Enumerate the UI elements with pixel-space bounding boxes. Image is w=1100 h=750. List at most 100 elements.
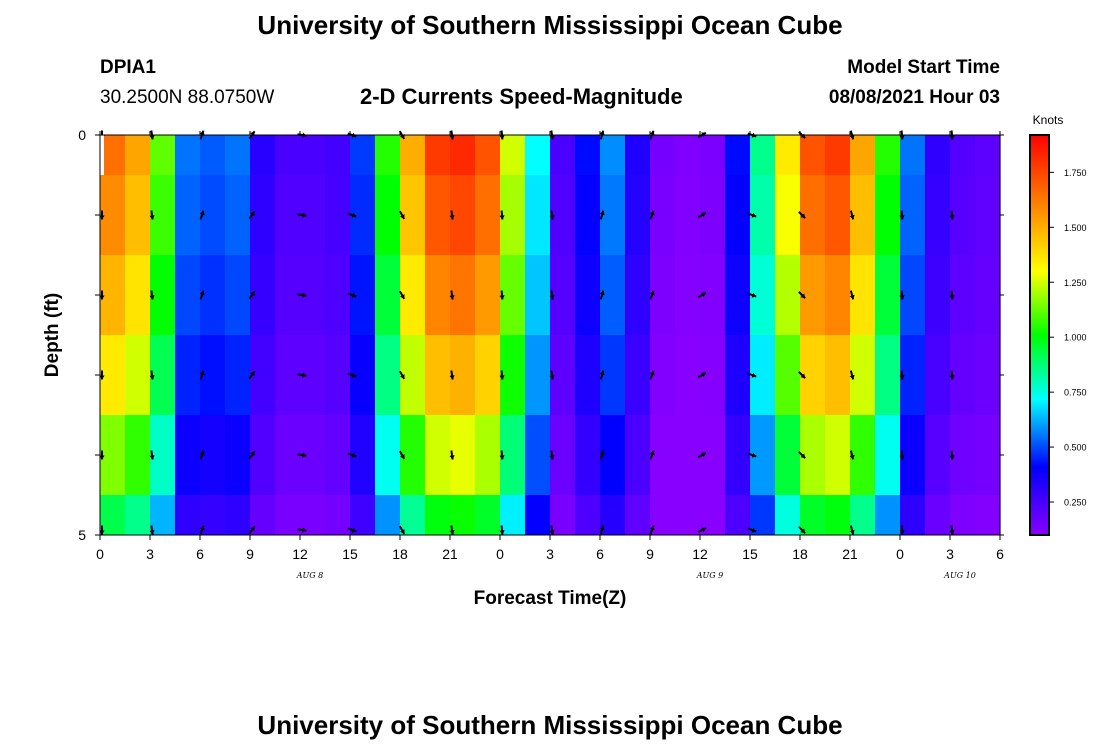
current-arrow bbox=[549, 525, 555, 535]
heatmap-cell bbox=[375, 175, 401, 255]
current-arrow bbox=[499, 525, 505, 535]
heatmap-cell bbox=[225, 335, 251, 415]
heatmap-cell bbox=[850, 175, 876, 255]
heatmap-cell bbox=[500, 335, 526, 415]
heatmap-cell bbox=[625, 415, 651, 495]
current-arrow bbox=[398, 210, 406, 220]
heatmap-cell bbox=[475, 495, 501, 535]
heatmap-cell bbox=[475, 255, 501, 335]
heatmap-cell bbox=[825, 175, 851, 255]
y-tick-label: 5 bbox=[78, 527, 86, 543]
heatmap-cell bbox=[450, 255, 476, 335]
current-arrow bbox=[949, 210, 955, 220]
heatmap-cell bbox=[525, 135, 551, 175]
heatmap-cell bbox=[125, 415, 151, 495]
colorbar-tick-label: 0.250 bbox=[1064, 498, 1087, 508]
heatmap-cell bbox=[775, 255, 801, 335]
heatmap-cell bbox=[600, 495, 626, 535]
current-arrow bbox=[599, 450, 605, 460]
heatmap-cell bbox=[300, 135, 326, 175]
current-arrow bbox=[297, 527, 307, 533]
heatmap-cell bbox=[975, 415, 1001, 495]
heatmap-cell bbox=[575, 175, 601, 255]
heatmap-cell bbox=[750, 135, 776, 175]
heatmap-cell bbox=[500, 495, 526, 535]
current-arrow bbox=[449, 370, 455, 380]
y-tick-label: 0 bbox=[78, 127, 86, 143]
x-axis: 0 3 6 9 12 15 18 21 0 3 6 9 12 15 18 21 0 3 6 AUG 8 AUG 9 AUG… bbox=[96, 131, 1004, 580]
heatmap-cell bbox=[525, 415, 551, 495]
heatmap-cell bbox=[900, 415, 926, 495]
x-tick-label: 3 bbox=[146, 546, 154, 562]
current-arrow bbox=[849, 370, 855, 380]
current-arrow bbox=[949, 290, 955, 300]
current-arrow bbox=[697, 371, 707, 379]
heatmap-cell bbox=[100, 495, 126, 535]
heatmap-cell bbox=[900, 175, 926, 255]
x-tick-label: 6 bbox=[196, 546, 204, 562]
heatmap-cell bbox=[500, 255, 526, 335]
heatmap-cell bbox=[950, 495, 976, 535]
current-arrow bbox=[649, 290, 655, 300]
current-arrow bbox=[297, 372, 307, 378]
colorbar-tick-label: 1.500 bbox=[1064, 223, 1087, 233]
heatmap-cell bbox=[650, 495, 676, 535]
y-axis-label: Depth (ft) bbox=[42, 293, 63, 377]
current-arrow bbox=[899, 210, 905, 220]
heatmap-cell bbox=[175, 415, 201, 495]
heatmap-cell bbox=[225, 175, 251, 255]
heatmap-cell bbox=[175, 175, 201, 255]
heatmap-cell bbox=[900, 495, 926, 535]
x-tick-label: 0 bbox=[496, 546, 504, 562]
current-arrow bbox=[398, 525, 406, 535]
station-id: DPIA1 bbox=[100, 57, 156, 78]
chart-title: 2-D Currents Speed-Magnitude bbox=[360, 84, 683, 109]
current-arrow bbox=[798, 371, 806, 379]
heatmap-cell bbox=[300, 495, 326, 535]
heatmap-cell bbox=[150, 495, 176, 535]
current-arrow bbox=[297, 452, 307, 458]
heatmap-cell bbox=[175, 135, 201, 175]
heatmap-cell bbox=[250, 135, 276, 175]
model-start-label: Model Start Time bbox=[847, 57, 1000, 78]
colorbar-tick-label: 1.250 bbox=[1064, 278, 1087, 288]
current-arrow bbox=[899, 450, 905, 460]
current-arrow bbox=[549, 210, 555, 220]
heatmap-cell bbox=[100, 415, 126, 495]
heatmap-cell bbox=[600, 255, 626, 335]
current-arrow bbox=[449, 450, 455, 460]
heatmap-cell bbox=[675, 415, 701, 495]
heatmap-cell bbox=[325, 495, 351, 535]
current-arrow bbox=[798, 291, 806, 299]
heatmap-cell bbox=[350, 495, 376, 535]
heatmap-cell bbox=[600, 175, 626, 255]
heatmap-cell bbox=[950, 175, 976, 255]
heatmap-cell bbox=[475, 415, 501, 495]
current-arrow bbox=[248, 450, 256, 460]
heatmap-cell bbox=[725, 175, 751, 255]
current-arrow bbox=[747, 372, 757, 378]
heatmap-cell bbox=[950, 415, 976, 495]
heatmap-cell bbox=[575, 415, 601, 495]
heatmap-cell bbox=[925, 415, 951, 495]
current-arrow bbox=[347, 292, 357, 298]
heatmap-cell bbox=[225, 495, 251, 535]
heatmap-cell bbox=[425, 495, 451, 535]
land-mask bbox=[100, 135, 104, 175]
colorbar-label: Knots bbox=[1033, 113, 1064, 127]
current-arrow bbox=[297, 292, 307, 298]
date-label: AUG 9 bbox=[696, 571, 724, 580]
heatmap-cell bbox=[175, 335, 201, 415]
heatmap-cell bbox=[850, 495, 876, 535]
colorbar: Knots 0.250 0.500 0.750 1.000 1.250 1.500 1.75… bbox=[1029, 113, 1087, 536]
current-arrow bbox=[347, 452, 357, 458]
heatmap-cell bbox=[150, 255, 176, 335]
x-tick-label: 15 bbox=[342, 546, 358, 562]
heatmap-cell bbox=[525, 495, 551, 535]
current-arrow bbox=[747, 292, 757, 298]
heatmap-cell bbox=[525, 335, 551, 415]
heatmap-cell bbox=[575, 135, 601, 175]
heatmap-cell bbox=[725, 255, 751, 335]
heatmap-cell bbox=[275, 415, 301, 495]
heatmap-cell bbox=[525, 175, 551, 255]
